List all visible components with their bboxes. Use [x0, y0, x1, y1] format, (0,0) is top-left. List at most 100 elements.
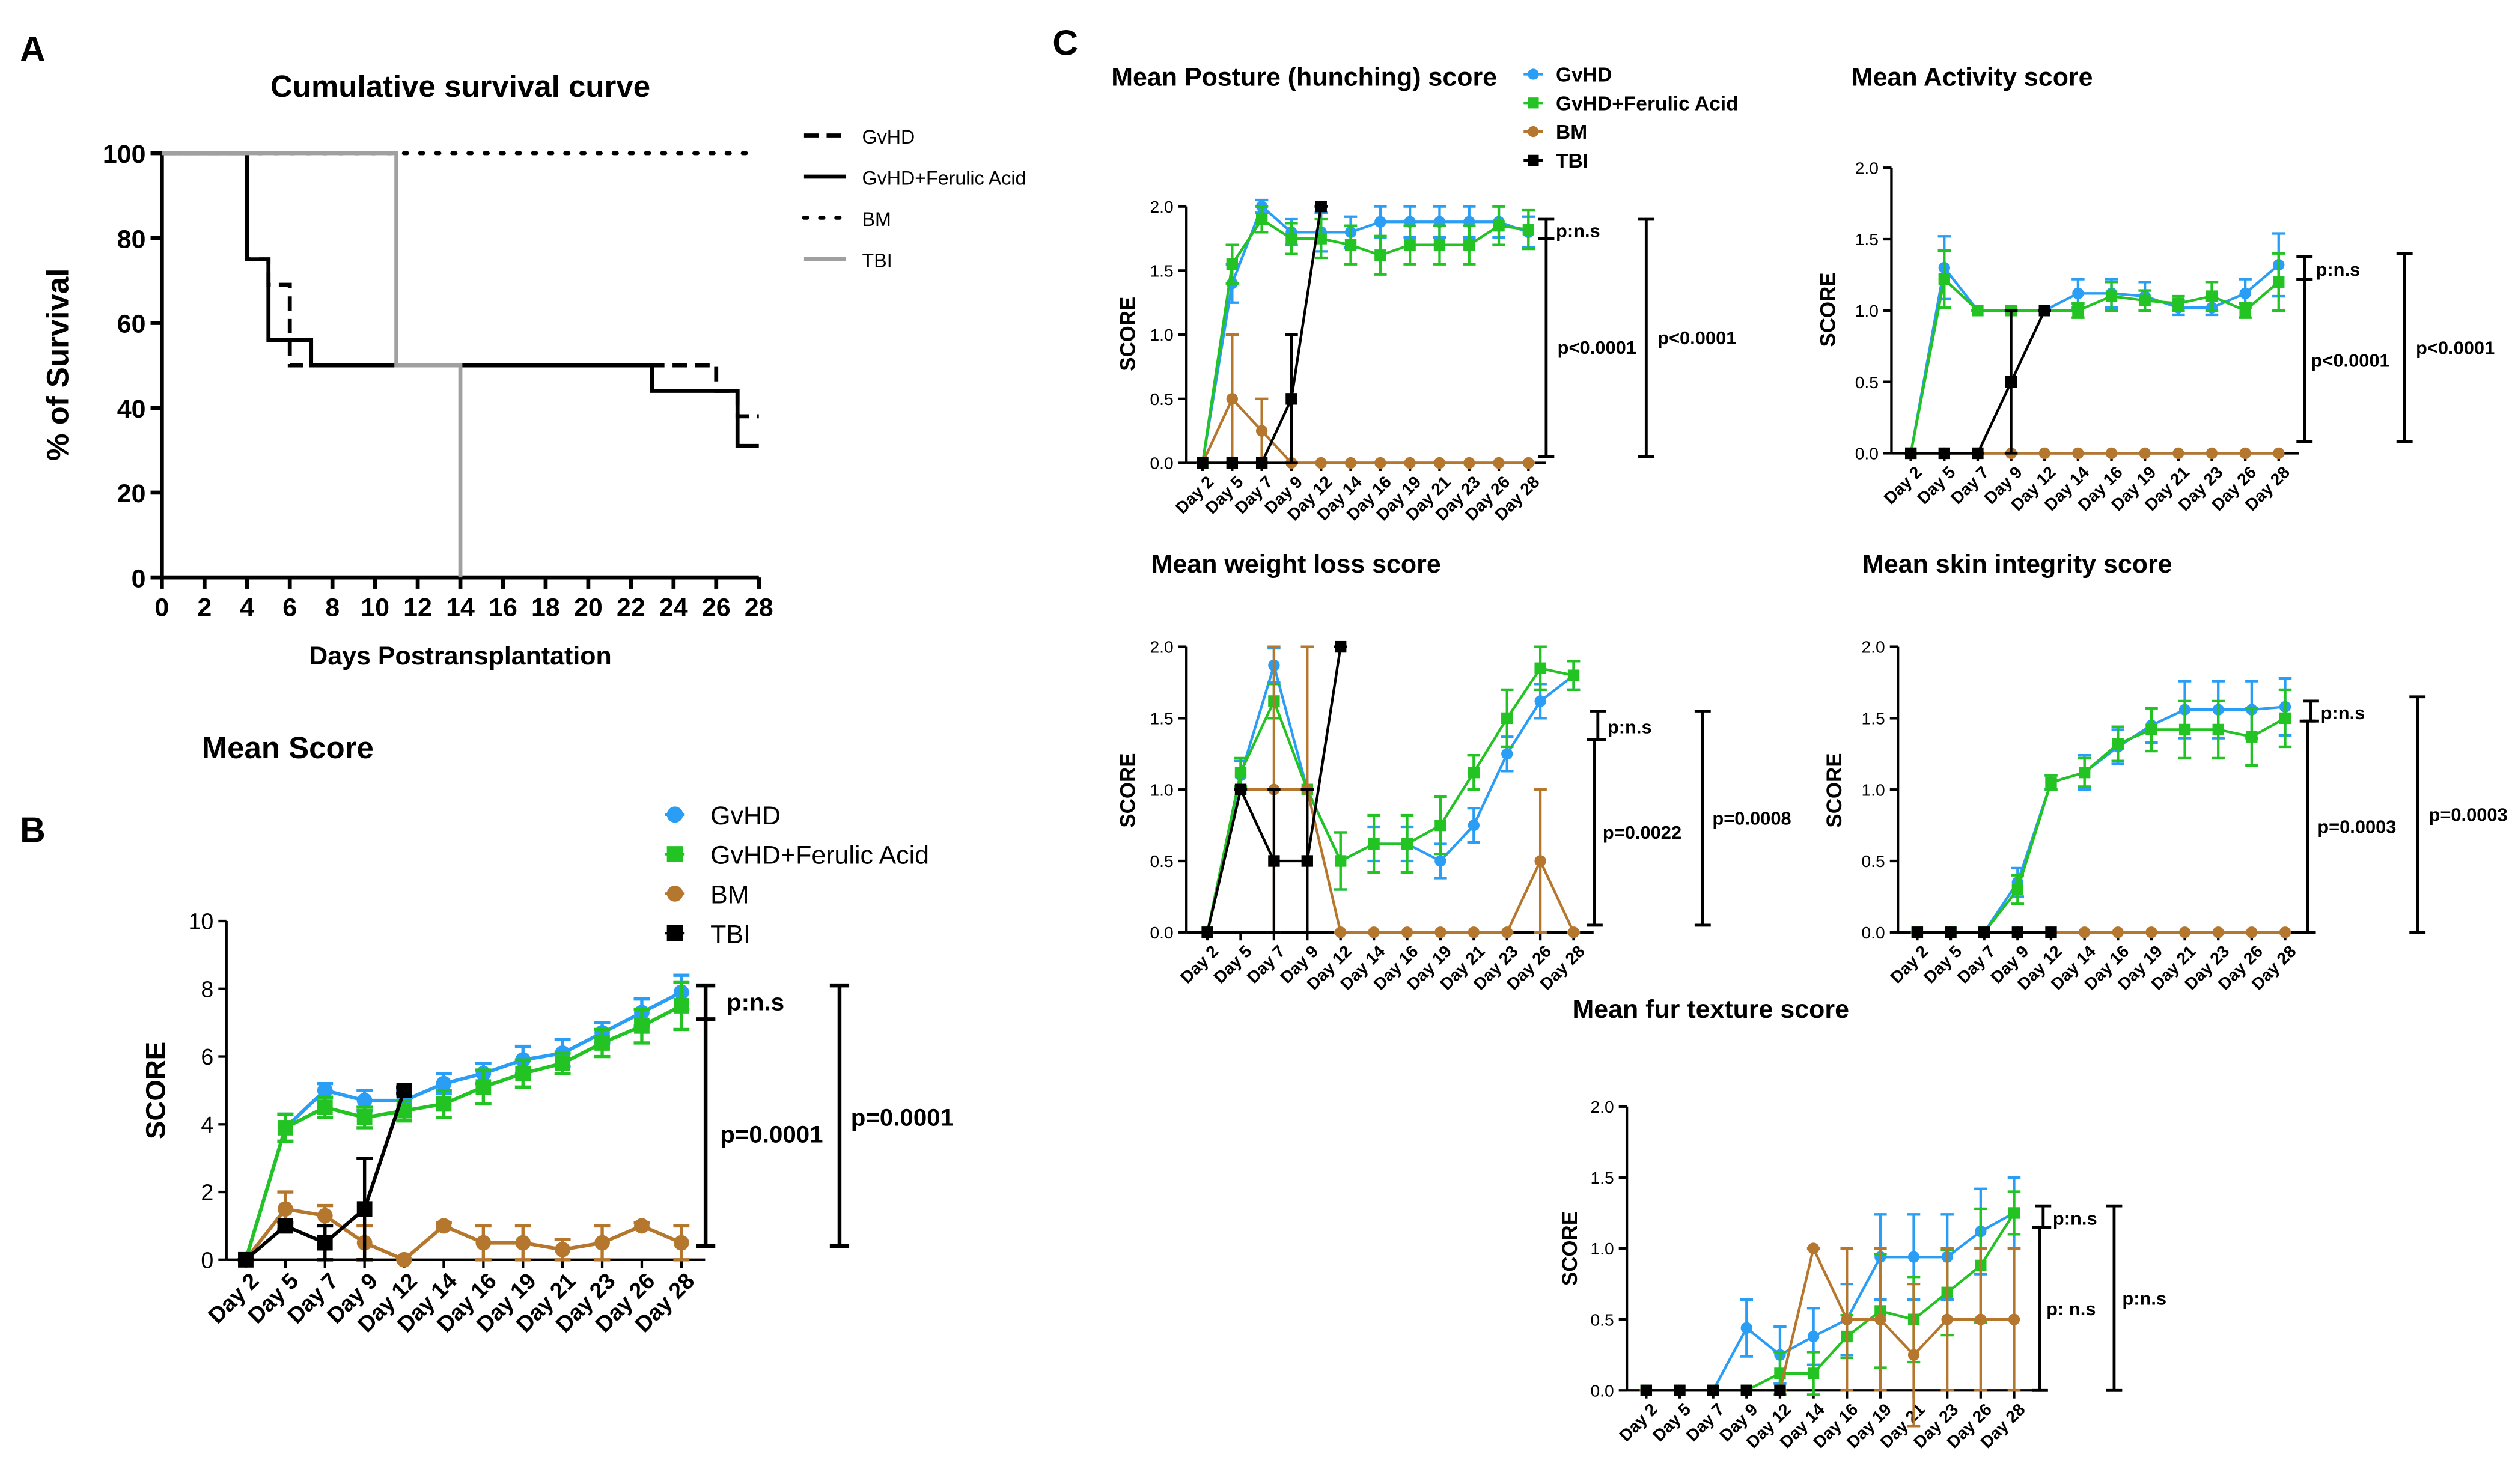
- marker: [356, 1201, 373, 1217]
- marker: [1522, 224, 1535, 236]
- marker: [396, 1251, 412, 1268]
- marker: [1534, 695, 1546, 707]
- series-line: [1646, 1244, 2014, 1392]
- marker: [673, 998, 689, 1014]
- y-tick-label: 1.0: [1150, 325, 1174, 344]
- marker: [555, 1242, 571, 1257]
- marker: [1374, 216, 1386, 228]
- legend-label: TBI: [710, 920, 751, 949]
- marker: [1374, 457, 1386, 469]
- marker: [1774, 1384, 1786, 1396]
- y-axis-label: SCORE: [1816, 272, 1840, 347]
- marker: [317, 1099, 333, 1115]
- y-tick-label: 0.5: [1590, 1310, 1614, 1329]
- significance-bracket: [2299, 719, 2316, 934]
- x-tick-label: Day 5: [1648, 1399, 1694, 1445]
- y-tick-label: 2.0: [1150, 197, 1174, 216]
- marker: [1975, 1313, 1987, 1325]
- significance-label: p:n.s: [2053, 1208, 2097, 1229]
- series-line: [1910, 309, 2046, 455]
- marker: [1404, 239, 1416, 251]
- legend-label: TBI: [862, 249, 892, 271]
- significance-label: p:n.s: [2316, 259, 2361, 280]
- chart-title: Cumulative survival curve: [270, 69, 650, 103]
- marker: [2246, 926, 2258, 938]
- x-tick-label: 26: [702, 594, 731, 622]
- y-tick-label: 60: [117, 310, 146, 339]
- panel-label: C: [1052, 23, 1078, 62]
- marker: [1468, 926, 1480, 938]
- marker: [2045, 776, 2057, 788]
- marker: [1640, 1384, 1653, 1396]
- marker: [277, 1218, 293, 1234]
- marker: [1285, 393, 1297, 405]
- marker: [2212, 926, 2224, 938]
- series-line: [1201, 217, 1529, 463]
- marker: [1315, 233, 1327, 245]
- series-line: [1909, 276, 2280, 454]
- series-line: [1646, 1212, 2015, 1392]
- marker: [2206, 447, 2218, 460]
- marker: [1434, 926, 1446, 938]
- marker: [515, 1235, 531, 1251]
- marker: [356, 1110, 373, 1125]
- series-line: [1201, 204, 1529, 463]
- marker: [1234, 783, 1247, 795]
- significance-bracket: [2035, 1204, 2052, 1229]
- y-tick-label: 2.0: [1150, 637, 1174, 657]
- marker: [1567, 926, 1580, 938]
- marker: [1368, 926, 1380, 938]
- significance-bracket: [2303, 699, 2319, 723]
- significance-label: p=0.0003: [2428, 804, 2507, 826]
- y-tick-label: 1.5: [1150, 261, 1174, 281]
- marker: [1904, 447, 1917, 460]
- significance-label: p:n.s: [2321, 702, 2365, 723]
- y-tick-label: 1.5: [1150, 709, 1174, 728]
- x-tick-label: Day 7: [1243, 941, 1288, 987]
- marker: [1938, 447, 1950, 460]
- significance-bracket: [1638, 217, 1654, 458]
- y-axis-label: % of Survival: [41, 269, 75, 461]
- x-tick-label: 18: [531, 594, 560, 622]
- marker: [2011, 883, 2024, 896]
- y-tick-label: 0: [132, 564, 146, 593]
- x-tick-label: 20: [574, 594, 603, 622]
- marker: [356, 1092, 373, 1108]
- x-tick-label: Day 7: [1946, 462, 1992, 508]
- marker: [2005, 376, 2017, 388]
- y-tick-label: 0.0: [1862, 923, 1885, 942]
- y-tick-label: 0.5: [1855, 373, 1879, 392]
- legend-label: GvHD: [1556, 64, 1612, 87]
- survival-line: [162, 151, 759, 448]
- y-tick-label: 0.5: [1862, 851, 1885, 871]
- y-tick-label: 2.0: [1855, 158, 1879, 177]
- series-line: [1917, 705, 2285, 934]
- marker: [1434, 855, 1446, 867]
- marker: [1463, 457, 1475, 469]
- x-tick-label: Day 2: [1880, 462, 1925, 508]
- marker: [1874, 1313, 1886, 1325]
- chart-title: Mean Activity score: [1852, 62, 2093, 91]
- chart-title: Mean weight loss score: [1151, 550, 1441, 579]
- y-tick-label: 2: [201, 1180, 213, 1205]
- marker: [666, 885, 683, 902]
- y-tick-label: 40: [117, 395, 146, 424]
- marker: [2145, 723, 2157, 736]
- x-tick-label: 0: [154, 594, 169, 622]
- x-tick-label: Day 5: [1210, 941, 1255, 987]
- marker: [1226, 258, 1239, 270]
- series-line: [1917, 717, 2286, 934]
- x-tick-label: 12: [403, 594, 432, 622]
- marker: [1335, 640, 1347, 653]
- marker: [1226, 393, 1239, 405]
- significance-label: p:n.s: [1556, 220, 1600, 241]
- marker: [2145, 926, 2157, 938]
- marker: [317, 1208, 333, 1224]
- significance-label: p:n.s: [727, 989, 784, 1016]
- marker: [1528, 97, 1539, 109]
- marker: [1344, 239, 1357, 251]
- legend-label: GvHD+Ferulic Acid: [862, 167, 1026, 189]
- significance-label: p: n.s: [2046, 1298, 2096, 1319]
- significance-bracket: [2296, 255, 2313, 281]
